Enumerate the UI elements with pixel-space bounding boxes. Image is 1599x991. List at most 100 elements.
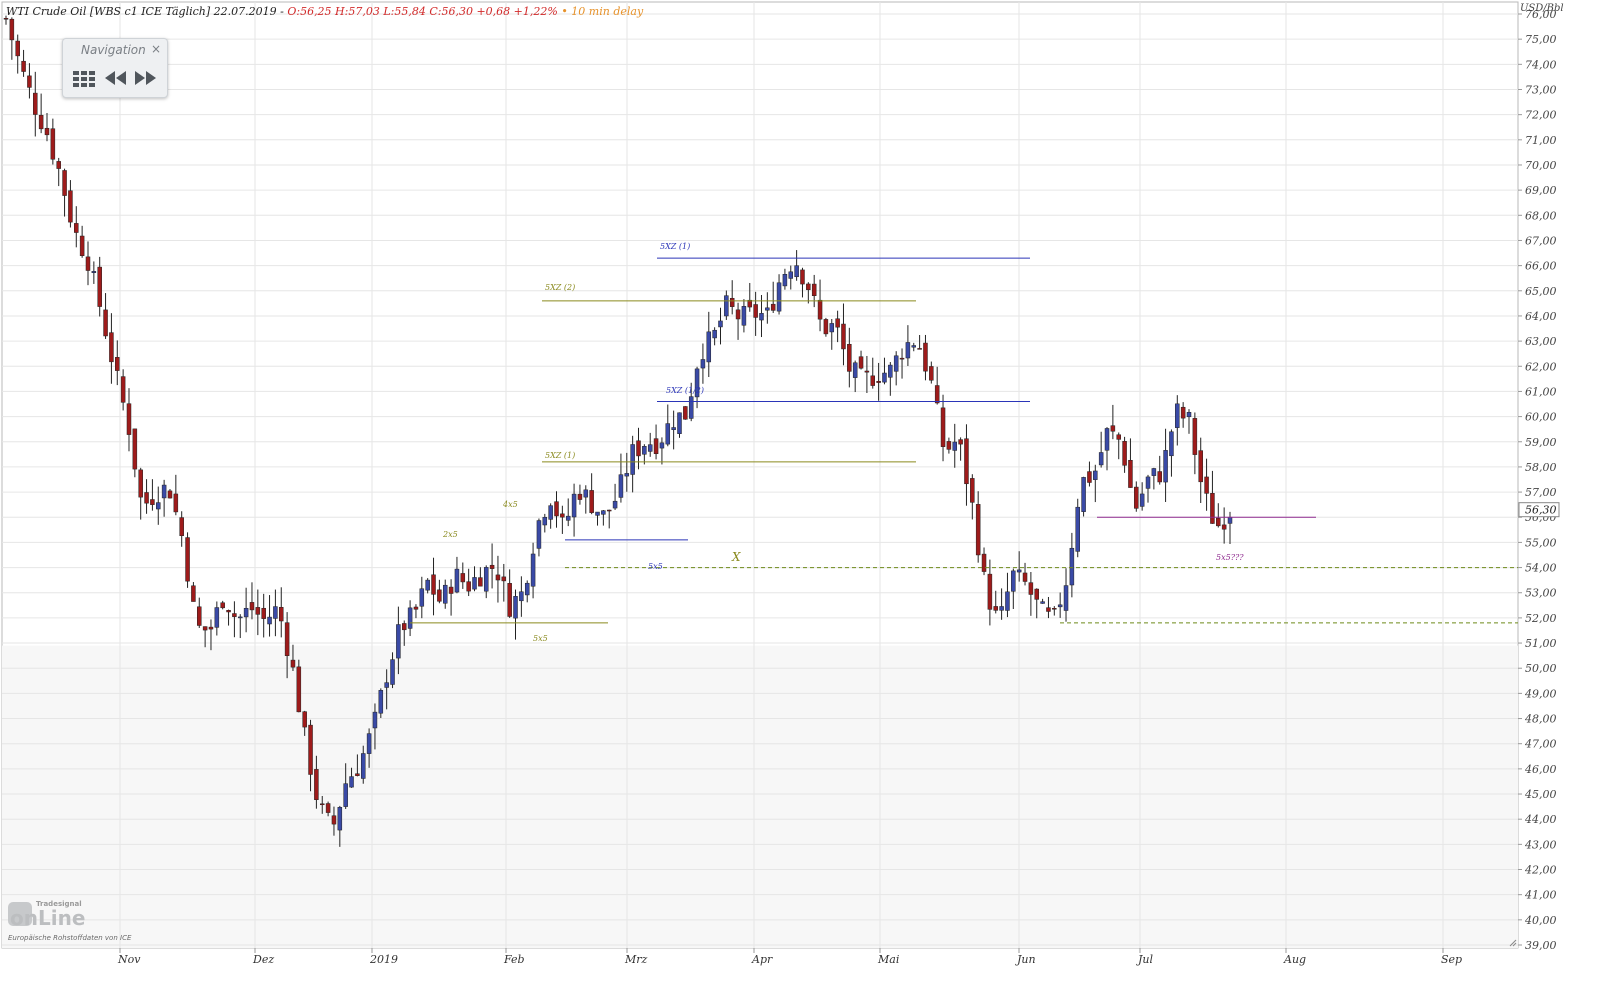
candle-body [337, 807, 343, 831]
candle-body [378, 690, 384, 714]
annotation-label: 5x5??? [1216, 553, 1244, 562]
candle-body [238, 616, 243, 619]
y-tick-label: 75,00 [1525, 33, 1557, 46]
candle-body [864, 370, 870, 373]
candle-body [888, 364, 893, 378]
candle-body [1057, 604, 1063, 608]
candle-body [530, 553, 536, 587]
y-tick-label: 52,00 [1525, 612, 1557, 625]
candle-body [319, 803, 325, 806]
annotation-label: 5XZ (2) [545, 283, 575, 292]
candle-body [934, 385, 940, 404]
candle-body [975, 504, 981, 556]
candle-body [1134, 486, 1139, 509]
navigation-panel[interactable]: Navigation × [62, 38, 168, 98]
candle-body [1180, 406, 1186, 419]
candle-body [1122, 441, 1127, 466]
y-tick-label: 66,00 [1525, 260, 1557, 273]
y-tick-label: 53,00 [1525, 587, 1557, 600]
candle-body [150, 499, 155, 505]
candle-body [38, 114, 44, 130]
candle-body [1110, 425, 1116, 432]
candle-body [1163, 450, 1168, 483]
candle-body [214, 607, 220, 628]
candle-body [1046, 607, 1051, 612]
last-price-box [1518, 502, 1560, 518]
candle-body [284, 622, 290, 656]
candle-body [466, 581, 471, 592]
candle-body [747, 299, 753, 308]
x-tick-label: Nov [117, 953, 141, 966]
candle-body [753, 304, 758, 318]
candle-body [642, 446, 647, 455]
y-tick-label: 73,00 [1525, 83, 1557, 96]
candle-body [1221, 524, 1227, 530]
candle-body [179, 517, 184, 536]
candle-body [1186, 412, 1192, 418]
candle-body [940, 407, 946, 447]
candle-body [249, 602, 255, 611]
candle-body [788, 271, 794, 279]
candle-body [255, 607, 261, 615]
candle-body [601, 510, 606, 515]
candle-body [770, 303, 776, 311]
candle-body [1081, 477, 1086, 512]
candle-body [91, 271, 97, 273]
y-tick-label: 70,00 [1525, 159, 1557, 172]
candle-body [126, 403, 132, 435]
candle-body [478, 577, 483, 587]
candle-body [688, 396, 694, 419]
candle-body [1157, 471, 1162, 483]
y-tick-label: 62,00 [1525, 360, 1557, 373]
candle-body [9, 18, 15, 41]
candle-body [876, 380, 881, 383]
annotation-label: 5XZ (1) [660, 242, 690, 251]
candle-body [817, 299, 823, 320]
candle-body [800, 269, 805, 285]
last-price-label: 56,30 [1525, 504, 1557, 517]
y-tick-label: 65,00 [1525, 285, 1557, 298]
candle-body [120, 376, 126, 403]
candle-body [577, 493, 583, 500]
grid-icon[interactable] [71, 67, 97, 89]
candle-body [267, 616, 272, 625]
fast-forward-icon[interactable] [133, 67, 159, 89]
candle-body [185, 537, 190, 582]
y-tick-label: 60,00 [1525, 411, 1557, 424]
y-tick-label: 72,00 [1525, 109, 1557, 122]
candle-body [50, 128, 56, 160]
candle-body [952, 441, 957, 451]
candle-body [677, 412, 682, 434]
plot-shade [2, 645, 1518, 948]
candle-body [442, 584, 448, 604]
candle-body [325, 803, 331, 813]
candle-body [765, 307, 770, 311]
close-icon[interactable]: × [150, 42, 161, 56]
candle-body [893, 355, 899, 372]
candle-body [571, 493, 577, 518]
candle-body [583, 489, 589, 498]
candle-body [413, 606, 419, 610]
rewind-icon[interactable] [103, 67, 129, 89]
candle-body [630, 444, 635, 475]
candle-body [683, 406, 688, 420]
x-tick-label: Mai [877, 953, 899, 966]
x-tick-label: Sep [1441, 953, 1462, 966]
candle-body [460, 573, 466, 583]
candle-body [946, 441, 952, 450]
x-tick-label: Aug [1283, 953, 1306, 966]
candle-body [243, 607, 249, 618]
candle-body [1022, 572, 1028, 582]
candle-body [624, 473, 630, 477]
y-tick-label: 74,00 [1525, 58, 1557, 71]
candle-body [115, 357, 120, 371]
candle-body [565, 515, 571, 521]
y-tick-label: 55,00 [1525, 536, 1557, 549]
candle-body [958, 439, 963, 445]
candle-body [343, 783, 348, 807]
candle-body [513, 596, 518, 619]
candle-body [1063, 585, 1069, 611]
candle-body [981, 553, 987, 572]
candle-body [554, 501, 559, 517]
